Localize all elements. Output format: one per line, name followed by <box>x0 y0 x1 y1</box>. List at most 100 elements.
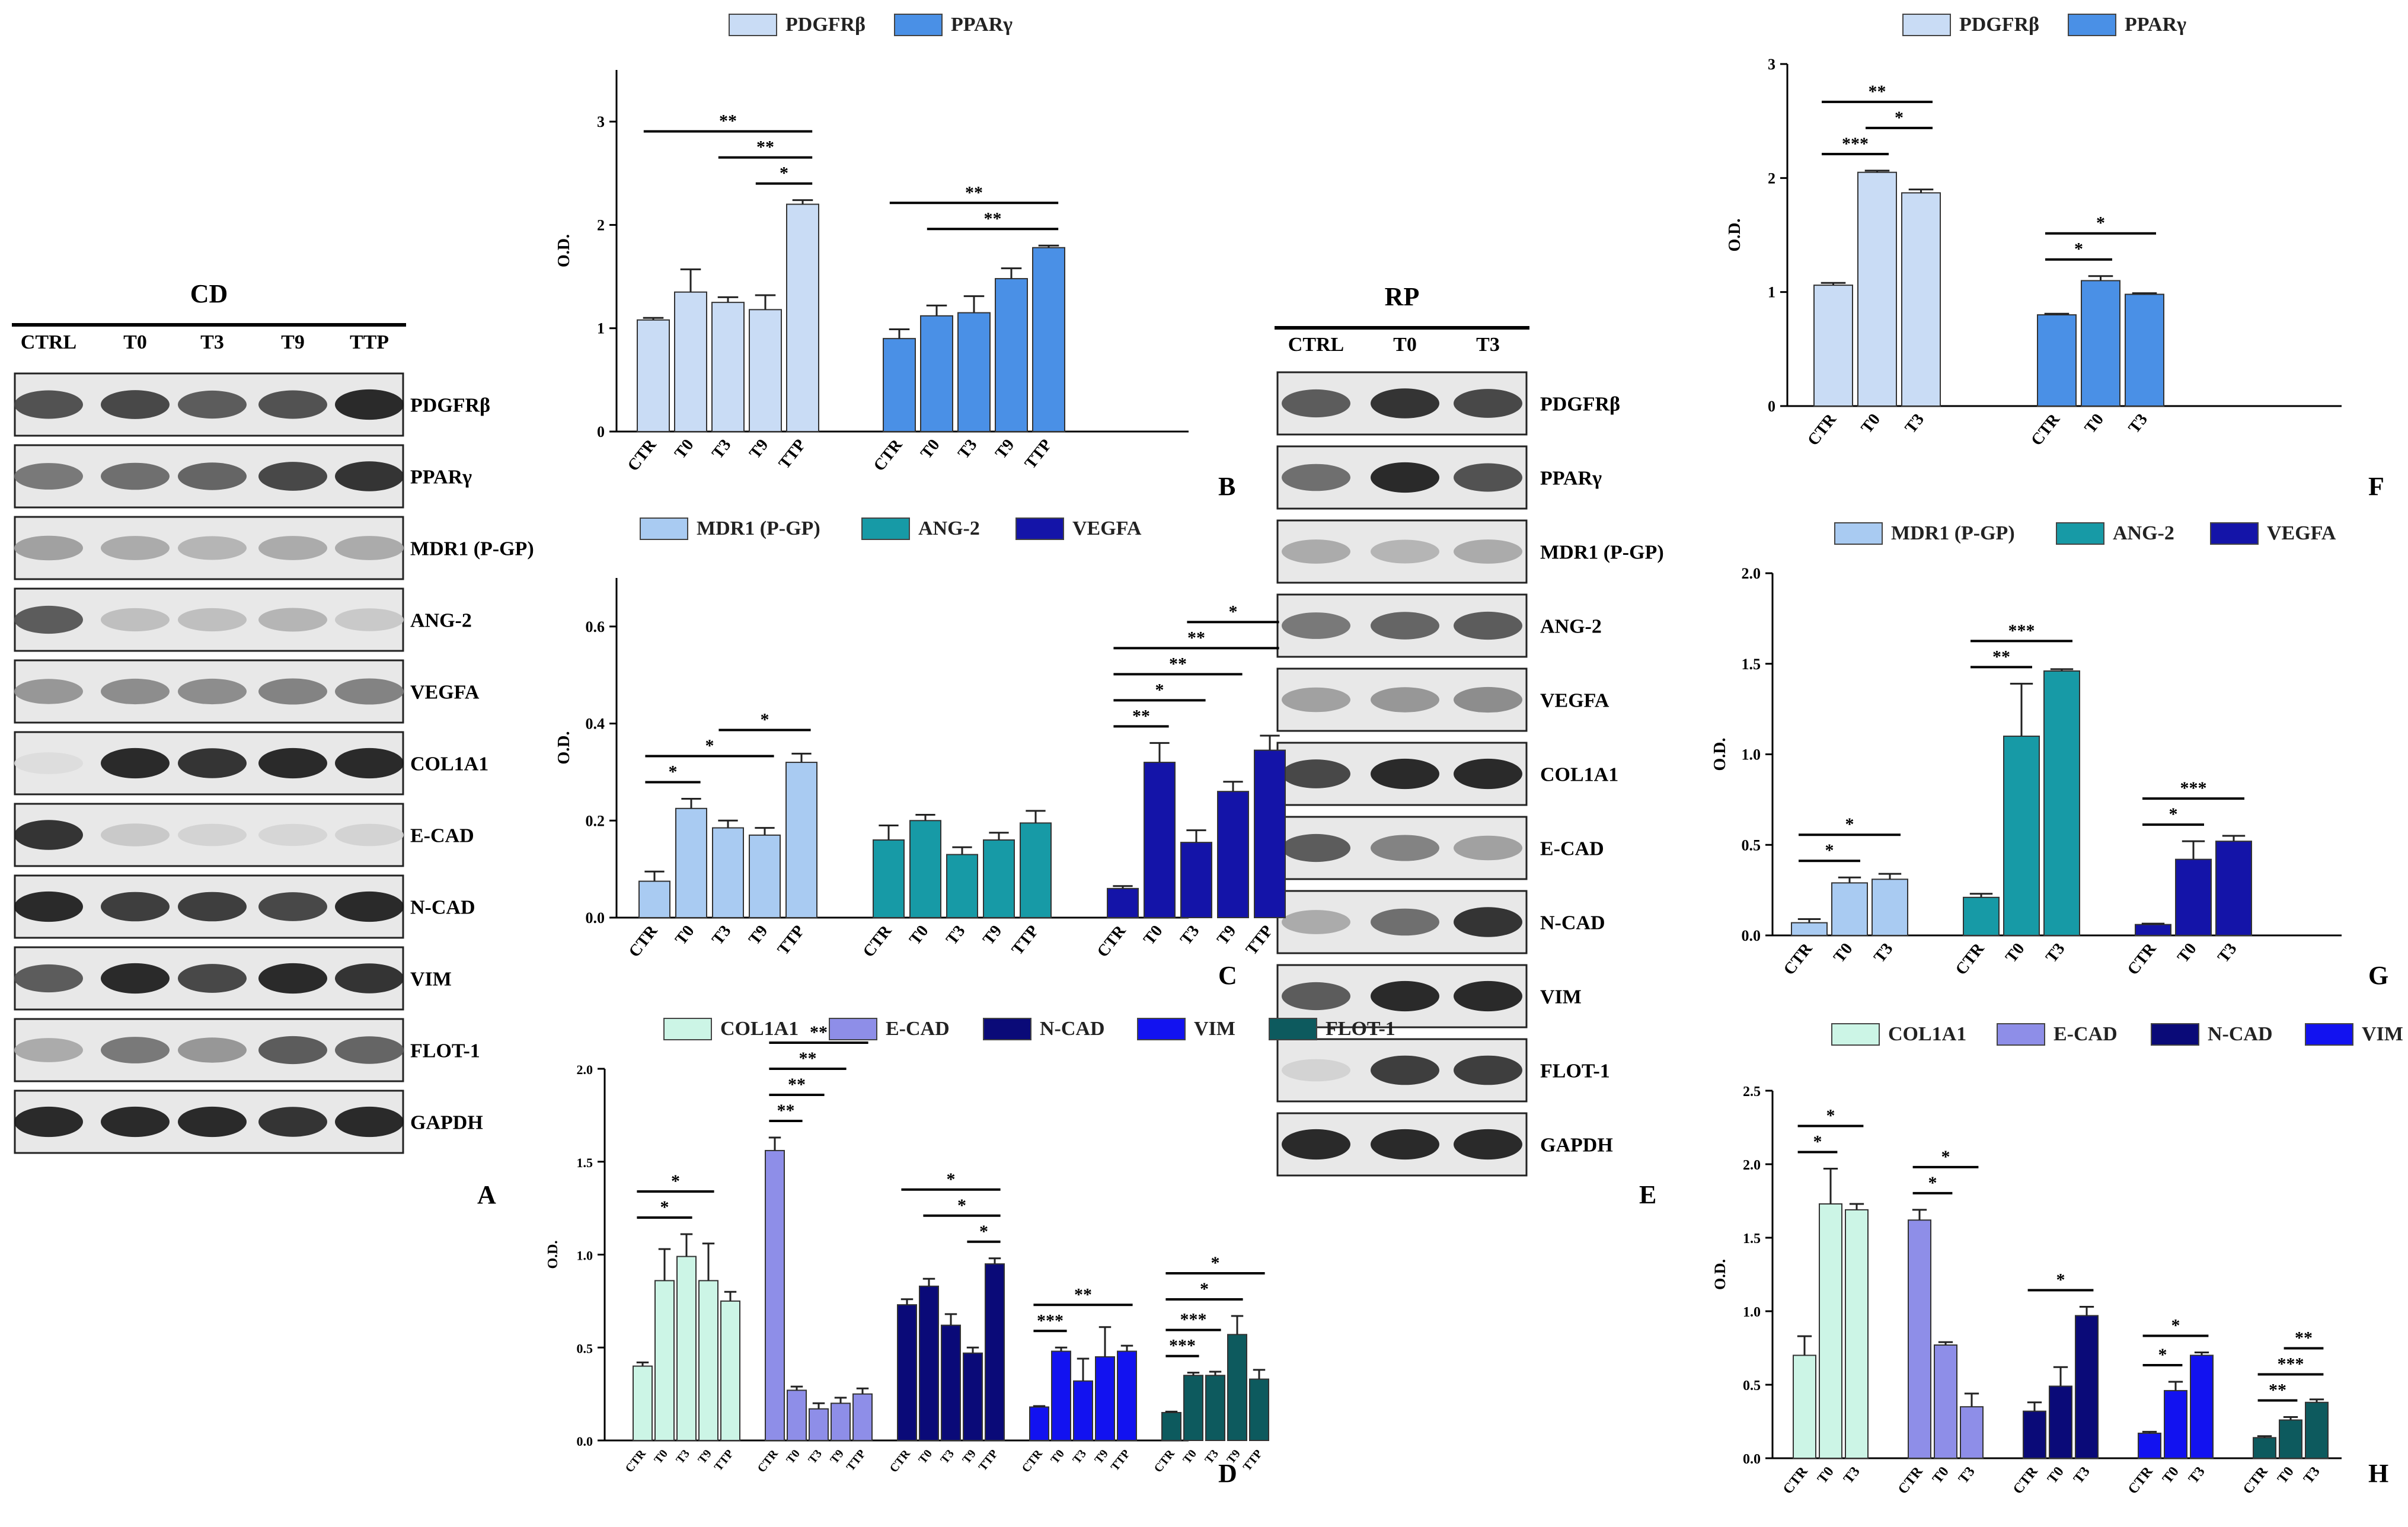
chart-G: MDR1 (P-GP) ANG-2 VEGFA 0.0 0.5 1.0 1.5 2.0 O.D.… <box>1711 522 2388 990</box>
legend-label: PDGFRβ <box>1959 14 2039 36</box>
panel-letter: C <box>1218 961 1237 990</box>
x-tick-label: TTP <box>712 1448 736 1474</box>
blot-band <box>1454 1055 1522 1085</box>
blot-band <box>335 461 404 491</box>
y-axis-title: O.D. <box>555 731 573 765</box>
blot-band <box>1282 1129 1350 1160</box>
legend-swatch <box>2151 1023 2199 1046</box>
significance-mark: * <box>669 762 678 781</box>
blot-band <box>335 891 404 922</box>
significance-mark: * <box>660 1197 669 1217</box>
blot-row-label: PPARγ <box>1540 468 1602 490</box>
x-tick-label: T0 <box>2160 1464 2182 1487</box>
significance-mark: * <box>705 736 714 755</box>
panel-letter: E <box>1639 1180 1656 1209</box>
chart-D: COL1A1 E-CAD N-CAD VIM FLOT-1 0.0 0.5 1.0 1.5 2.0… <box>545 1018 1395 1488</box>
x-tick-label: CTR <box>1952 940 1988 979</box>
significance-mark: ** <box>788 1075 806 1094</box>
bar <box>983 839 1015 918</box>
blot-row-label: COL1A1 <box>410 753 488 775</box>
x-tick-label: T0 <box>916 1448 935 1467</box>
legend-swatch <box>1015 517 1064 540</box>
significance-mark: * <box>780 164 788 183</box>
significance-mark: * <box>2074 239 2083 259</box>
x-tick-label: T9 <box>828 1448 847 1467</box>
legend-label: COL1A1 <box>1888 1023 1966 1045</box>
bar <box>920 315 953 432</box>
bar <box>2215 841 2252 937</box>
x-tick-label: T0 <box>651 1448 670 1467</box>
bar <box>749 834 781 919</box>
bar <box>1963 896 2000 936</box>
x-tick-label: T3 <box>2125 410 2151 437</box>
significance-mark: ** <box>1992 647 2010 666</box>
bar <box>2138 1432 2161 1459</box>
significance-mark: * <box>1211 1253 1220 1273</box>
y-tick-label: 1.0 <box>1742 746 1761 764</box>
x-tick-label: TTP <box>775 436 810 472</box>
y-axis-title: O.D. <box>1711 738 1729 771</box>
x-tick-label: CTR <box>623 1447 649 1475</box>
bar <box>2125 293 2164 407</box>
bar <box>873 839 905 918</box>
significance-mark: * <box>2096 213 2105 233</box>
blot-row-label: E-CAD <box>1540 838 1604 860</box>
y-tick-label: 0.0 <box>586 909 605 927</box>
x-tick-label: T3 <box>806 1448 825 1467</box>
bar <box>633 1365 653 1442</box>
blot-band <box>258 823 327 846</box>
bar <box>1934 1344 1957 1459</box>
bar <box>1205 1375 1225 1441</box>
significance-mark: * <box>2056 1270 2065 1290</box>
bar <box>2023 1410 2046 1459</box>
bar <box>1032 247 1065 432</box>
significance-mark: ** <box>1074 1285 1092 1304</box>
bar <box>919 1285 939 1441</box>
bar <box>1227 1334 1247 1441</box>
bar <box>1144 762 1176 918</box>
blot-band <box>178 823 247 846</box>
y-tick-label: 1.0 <box>577 1248 593 1263</box>
blot-band <box>258 678 327 705</box>
x-tick-label: CTR <box>2240 1464 2271 1497</box>
blot-band <box>178 678 247 705</box>
bar <box>1183 1375 1203 1441</box>
bar <box>711 302 745 432</box>
bar <box>1073 1380 1093 1441</box>
significance-mark: *** <box>1180 1310 1207 1330</box>
legend-swatch <box>663 1018 712 1040</box>
panel-letter: D <box>1218 1459 1237 1488</box>
x-tick-label: T0 <box>2045 1464 2067 1487</box>
y-tick-label: 3 <box>1768 56 1775 73</box>
x-tick-label: CTR <box>2125 1464 2156 1497</box>
x-tick-label: T0 <box>1830 940 1857 966</box>
blot-band <box>1454 835 1522 861</box>
blot-row-label: E-CAD <box>410 825 474 847</box>
blot-band <box>258 963 327 994</box>
significance-mark: *** <box>1037 1311 1064 1330</box>
blot-band <box>1371 612 1439 640</box>
y-tick-label: 2.0 <box>1743 1158 1761 1173</box>
blot-band <box>1371 980 1439 1012</box>
bar <box>1791 922 1828 936</box>
blot-band <box>178 390 247 419</box>
y-tick-label: 0 <box>597 423 605 440</box>
blot-band <box>101 462 170 490</box>
blot-band <box>14 1106 83 1138</box>
blot-row-label: MDR1 (P-GP) <box>1540 542 1664 564</box>
blot-lane-label: CTRL <box>21 331 76 353</box>
blot-row-label: PDGFRβ <box>410 395 490 417</box>
blot-row-label: FLOT-1 <box>1540 1060 1610 1082</box>
x-tick-label: CTR <box>1895 1464 1926 1497</box>
y-axis-title: O.D. <box>1726 219 1744 252</box>
bar <box>786 203 819 432</box>
blot-band <box>1282 389 1350 418</box>
y-tick-label: 1 <box>597 320 605 337</box>
blot-lane-label: TTP <box>350 331 389 353</box>
y-tick-label: 0.4 <box>586 715 605 733</box>
blot-lane-label: T3 <box>1476 334 1500 356</box>
bar <box>2049 1385 2072 1459</box>
